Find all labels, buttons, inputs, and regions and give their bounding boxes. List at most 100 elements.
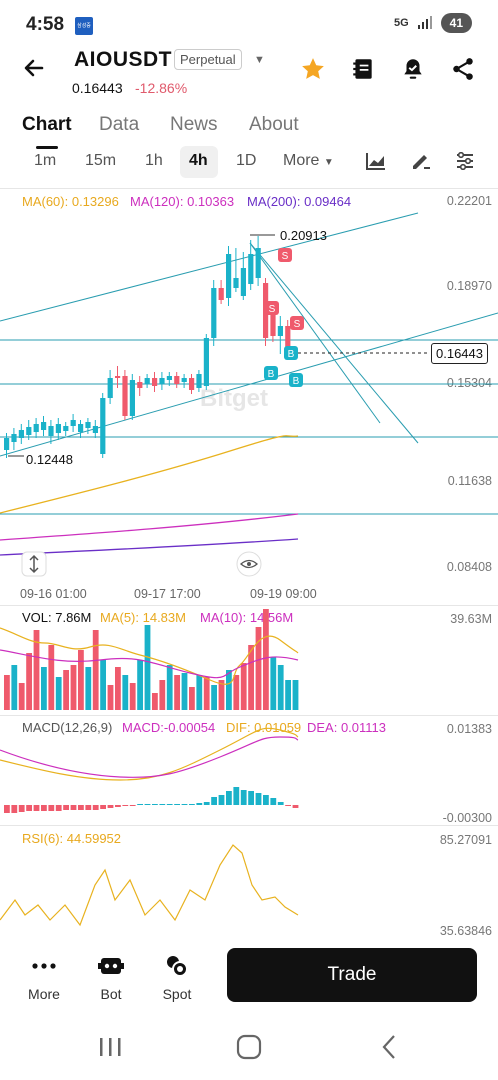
volume-bar — [78, 650, 84, 710]
time-axis-label: 09-16 01:00 — [20, 587, 87, 601]
volume-bar — [240, 663, 247, 710]
volume-ma10-legend: MA(10): 14.56M — [200, 610, 294, 625]
buy-signal[interactable]: B — [284, 346, 298, 360]
low-label: 0.12448 — [26, 452, 73, 467]
candle — [48, 426, 54, 436]
price-alert-icon[interactable] — [400, 56, 426, 82]
candle — [70, 420, 76, 426]
bot-label: Bot — [100, 986, 122, 1002]
notebook-icon[interactable] — [350, 56, 376, 82]
active-interval-highlight — [180, 146, 218, 178]
volume-bar — [115, 667, 121, 710]
volume-bar — [248, 645, 254, 710]
divider — [0, 188, 498, 189]
candle — [196, 374, 202, 388]
macd-histogram-bar — [233, 787, 240, 805]
sell-signal[interactable]: S — [265, 301, 279, 315]
volume-bar — [85, 667, 92, 710]
macd-value: MACD:-0.00054 — [122, 720, 216, 735]
ma60-line — [0, 435, 299, 514]
buy-signal-label: B — [288, 349, 295, 360]
volume-bar — [4, 675, 10, 710]
interval-1h[interactable]: 1h — [145, 152, 163, 169]
macd-histogram-bar — [218, 795, 225, 805]
candle — [226, 254, 232, 298]
draw-tool-icon[interactable] — [410, 151, 432, 176]
buy-signal[interactable]: B — [289, 373, 303, 387]
macd-histogram-bar — [181, 804, 188, 805]
home-icon[interactable] — [236, 1034, 262, 1060]
tab-data[interactable]: Data — [99, 114, 140, 135]
favorite-star-icon[interactable] — [300, 56, 326, 82]
rsi-chart — [0, 844, 299, 927]
interval-4h[interactable]: 4h — [189, 152, 208, 169]
volume-bar — [233, 675, 240, 710]
network-icon: 5G — [393, 17, 409, 29]
volume-bar — [55, 677, 62, 710]
trend-channel-line — [0, 312, 498, 457]
signal-icon — [417, 16, 432, 29]
visibility-eye-icon[interactable] — [236, 551, 262, 577]
candle — [240, 268, 246, 296]
back-arrow-icon[interactable] — [22, 55, 46, 87]
spot-icon — [152, 952, 202, 980]
macd-histogram-bar — [203, 802, 210, 805]
macd-histogram-bar — [292, 805, 299, 808]
volume-bar — [152, 693, 158, 710]
macd-histogram-bar — [285, 805, 291, 806]
sell-signal[interactable]: S — [290, 316, 304, 330]
rsi-axis-max: 85.27091 — [439, 833, 492, 847]
interval-1d[interactable]: 1D — [236, 152, 257, 169]
candle — [233, 278, 239, 288]
candle — [248, 254, 254, 284]
bot-icon — [86, 952, 136, 980]
price-axis-label: 0.18970 — [446, 279, 492, 293]
ma200-legend: MA(200): 0.09464 — [247, 194, 352, 209]
volume-bar — [263, 609, 269, 710]
candle — [107, 378, 113, 398]
volume-axis-max: 39.63M — [450, 612, 492, 626]
time-axis-label: 09-19 09:00 — [250, 587, 317, 601]
macd-histogram-bar — [55, 805, 62, 811]
caret-down-icon[interactable]: ▼ — [254, 54, 265, 66]
volume-bar — [211, 685, 217, 710]
more-button[interactable]: More — [19, 952, 69, 1002]
volume-bar — [11, 665, 18, 710]
macd-histogram-bar — [152, 804, 158, 805]
share-icon[interactable] — [450, 56, 476, 82]
candle — [92, 426, 98, 433]
macd-legend: MACD(12,26,9) — [22, 720, 113, 735]
volume-bar — [181, 673, 188, 710]
interval-more[interactable]: More ▼ — [283, 152, 334, 170]
sell-signal[interactable]: S — [278, 248, 292, 262]
interval-1m[interactable]: 1m — [34, 152, 57, 169]
macd-histogram-bar — [92, 805, 99, 810]
volume-bar — [144, 625, 151, 710]
tab-news[interactable]: News — [170, 114, 218, 135]
candlestick-chart[interactable]: Bitget 0.20913 0.12448 S S S B B B — [0, 188, 498, 583]
macd-histogram-bar — [166, 804, 173, 805]
tab-chart[interactable]: Chart — [22, 114, 72, 135]
spot-button[interactable]: Spot — [152, 952, 202, 1002]
tab-about[interactable]: About — [249, 114, 299, 135]
candle — [4, 438, 10, 450]
trade-button[interactable]: Trade — [227, 948, 477, 1002]
volume-bar — [226, 670, 232, 710]
candle — [115, 376, 121, 378]
divider — [0, 715, 498, 716]
contract-type-badge[interactable]: Perpetual — [174, 49, 242, 70]
rsi-legend: RSI(6): 44.59952 — [22, 831, 122, 846]
macd-histogram-bar — [159, 804, 166, 805]
recent-apps-icon[interactable] — [100, 1038, 121, 1056]
system-back-icon[interactable] — [382, 1035, 395, 1059]
volume-bar — [100, 660, 106, 710]
bot-button[interactable]: Bot — [86, 952, 136, 1002]
scale-toggle-icon[interactable] — [21, 551, 47, 577]
interval-15m[interactable]: 15m — [85, 152, 117, 169]
high-label: 0.20913 — [280, 228, 327, 243]
buy-signal[interactable]: B — [264, 366, 278, 380]
indicator-settings-icon[interactable] — [455, 151, 475, 175]
pair-title[interactable]: AIOUSDT — [74, 48, 172, 71]
macd-histogram-bar — [63, 805, 69, 810]
chart-type-icon[interactable] — [366, 152, 386, 175]
